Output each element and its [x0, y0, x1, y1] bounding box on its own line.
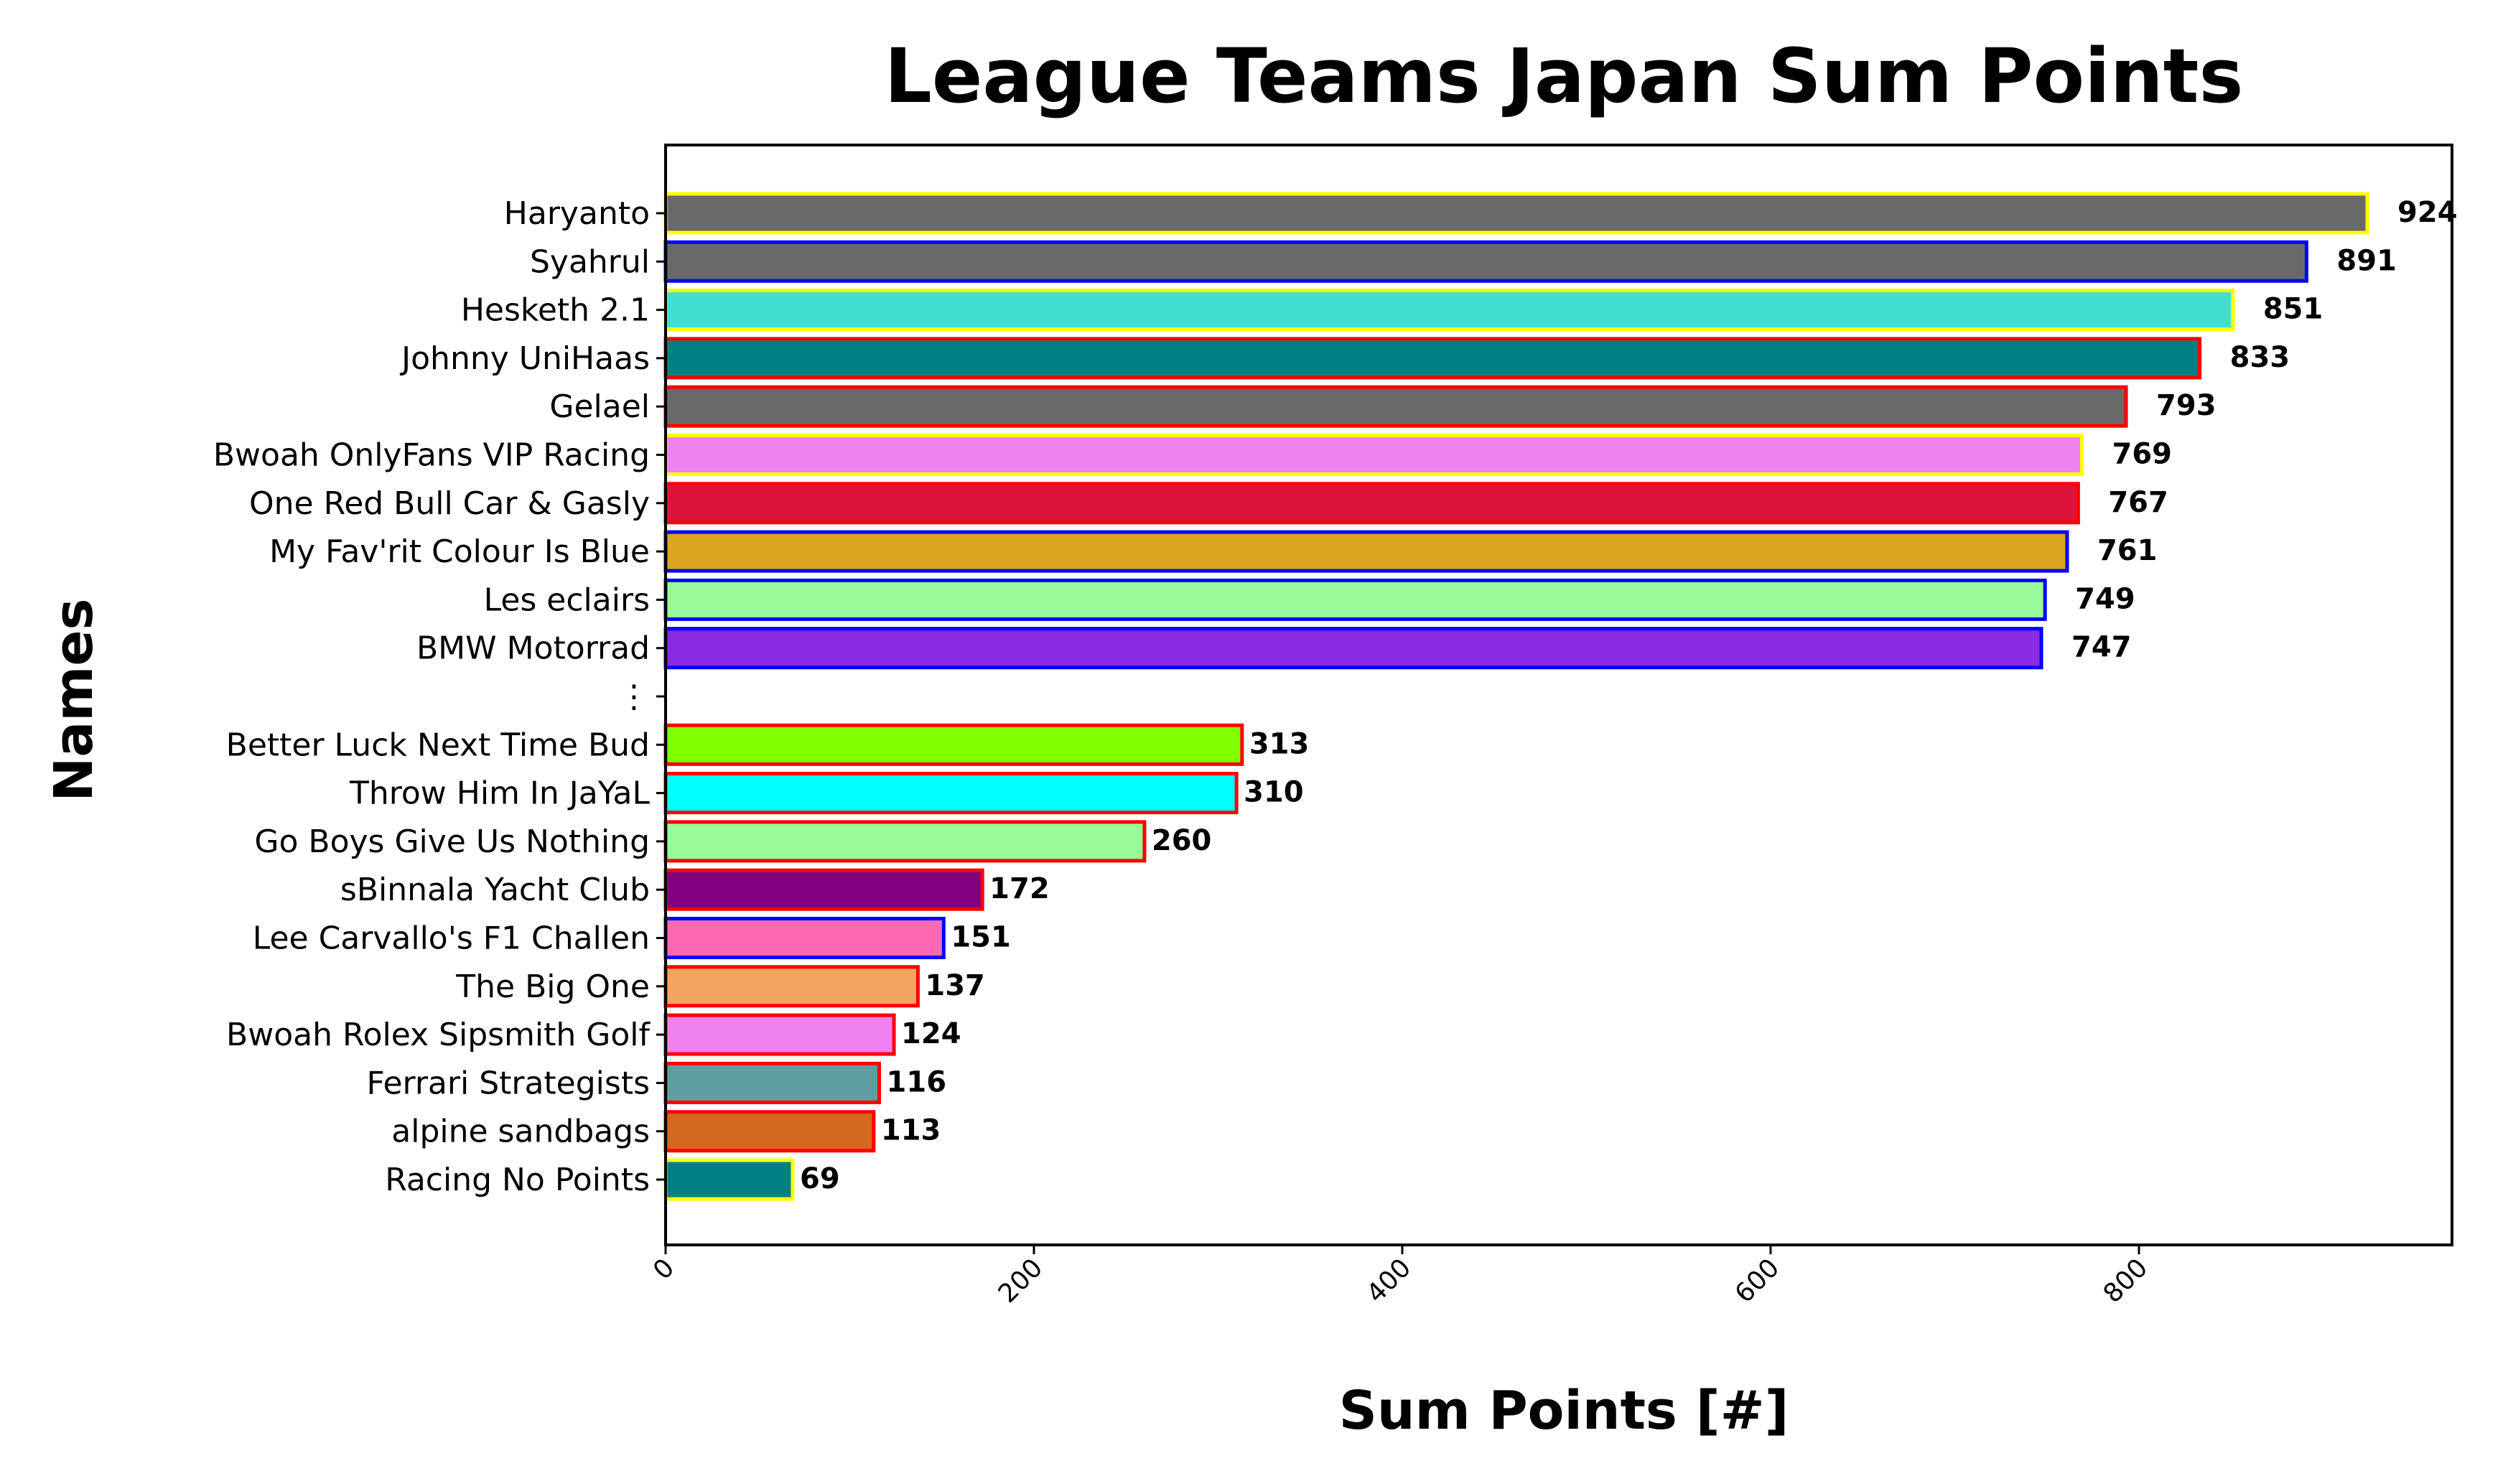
bar — [663, 723, 1244, 766]
data-label: 313 — [1249, 727, 1310, 760]
ticks-layer: Haryanto Syahrul Hesketh 2.1 Johnny UniHaas… — [213, 195, 2154, 1309]
y-tick-label: The Big One — [455, 969, 650, 1005]
x-tick-label: 0 — [648, 1253, 680, 1285]
data-label: 747 — [2071, 631, 2132, 664]
bar — [663, 240, 2308, 283]
y-tick-label: BMW Motorrad — [416, 630, 650, 667]
bar — [663, 1158, 795, 1201]
chart-title: League Teams Japan Sum Points — [885, 32, 2244, 120]
y-tick-label: My Fav'rit Colour Is Blue — [269, 533, 650, 570]
y-tick-label: Go Boys Give Us Nothing — [254, 823, 650, 860]
data-label: 833 — [2230, 341, 2290, 374]
x-tick-label: 800 — [2098, 1253, 2154, 1309]
y-tick-label: Ferrari Strategists — [367, 1065, 650, 1101]
data-label: 749 — [2075, 582, 2135, 615]
y-axis-label: Names — [43, 598, 105, 801]
y-tick-label: Bwoah Rolex Sipsmith Golf — [226, 1017, 651, 1053]
bar — [663, 530, 2069, 573]
y-tick-label: ⋮ — [618, 678, 650, 715]
bar — [663, 1013, 896, 1056]
y-tick-label: Haryanto — [504, 195, 650, 232]
bar — [663, 627, 2043, 670]
data-label: 151 — [951, 921, 1011, 954]
data-label: 761 — [2097, 534, 2158, 567]
bar — [663, 1061, 882, 1104]
x-tick-label: 400 — [1361, 1253, 1417, 1309]
data-label: 767 — [2108, 486, 2168, 519]
y-tick-label: Syahrul — [530, 243, 650, 280]
x-tick-label: 200 — [993, 1253, 1049, 1309]
data-label: 310 — [1244, 776, 1304, 809]
bar — [663, 482, 2080, 525]
y-tick-label: Gelael — [549, 388, 650, 425]
y-tick-label: Les eclairs — [484, 582, 650, 618]
y-tick-label: sBinnala Yacht Club — [340, 872, 650, 908]
bar — [663, 1110, 876, 1153]
bar — [663, 965, 920, 1008]
y-tick-label: alpine sandbags — [391, 1114, 650, 1150]
data-label: 793 — [2156, 389, 2216, 422]
data-label: 769 — [2112, 438, 2172, 471]
bar — [663, 917, 946, 959]
data-label: 137 — [925, 969, 985, 1002]
bar — [663, 868, 984, 911]
y-tick-label: Bwoah OnlyFans VIP Racing — [213, 437, 650, 474]
x-axis-label: Sum Points [#] — [1339, 1380, 1789, 1442]
bar — [663, 820, 1147, 863]
y-tick-label: Racing No Points — [385, 1162, 650, 1198]
bar — [663, 385, 2128, 428]
bar — [663, 192, 2369, 235]
y-tick-label: Throw Him In JaYaL — [349, 775, 651, 812]
y-tick-label: Johnny UniHaas — [399, 340, 650, 377]
y-tick-label: Hesketh 2.1 — [461, 292, 650, 329]
bar — [663, 337, 2202, 380]
bar — [663, 289, 2235, 332]
y-tick-label: Better Luck Next Time Bud — [226, 727, 650, 763]
data-label: 924 — [2397, 196, 2458, 229]
y-tick-label: Lee Carvallo's F1 Challen — [253, 920, 650, 957]
data-label: 260 — [1152, 824, 1212, 857]
data-label: 891 — [2336, 244, 2397, 277]
data-label: 124 — [901, 1017, 961, 1050]
data-label: 113 — [881, 1114, 941, 1147]
plot-frame — [664, 144, 2453, 1246]
data-label: 116 — [887, 1065, 947, 1098]
x-tick-label: 600 — [1730, 1253, 1786, 1309]
bar — [663, 578, 2047, 621]
bar — [663, 772, 1239, 815]
bar — [663, 434, 2084, 476]
data-label: 69 — [800, 1162, 840, 1195]
y-tick-label: One Red Bull Car & Gasly — [249, 485, 650, 522]
data-label: 172 — [989, 872, 1050, 905]
data-label: 851 — [2263, 293, 2323, 326]
